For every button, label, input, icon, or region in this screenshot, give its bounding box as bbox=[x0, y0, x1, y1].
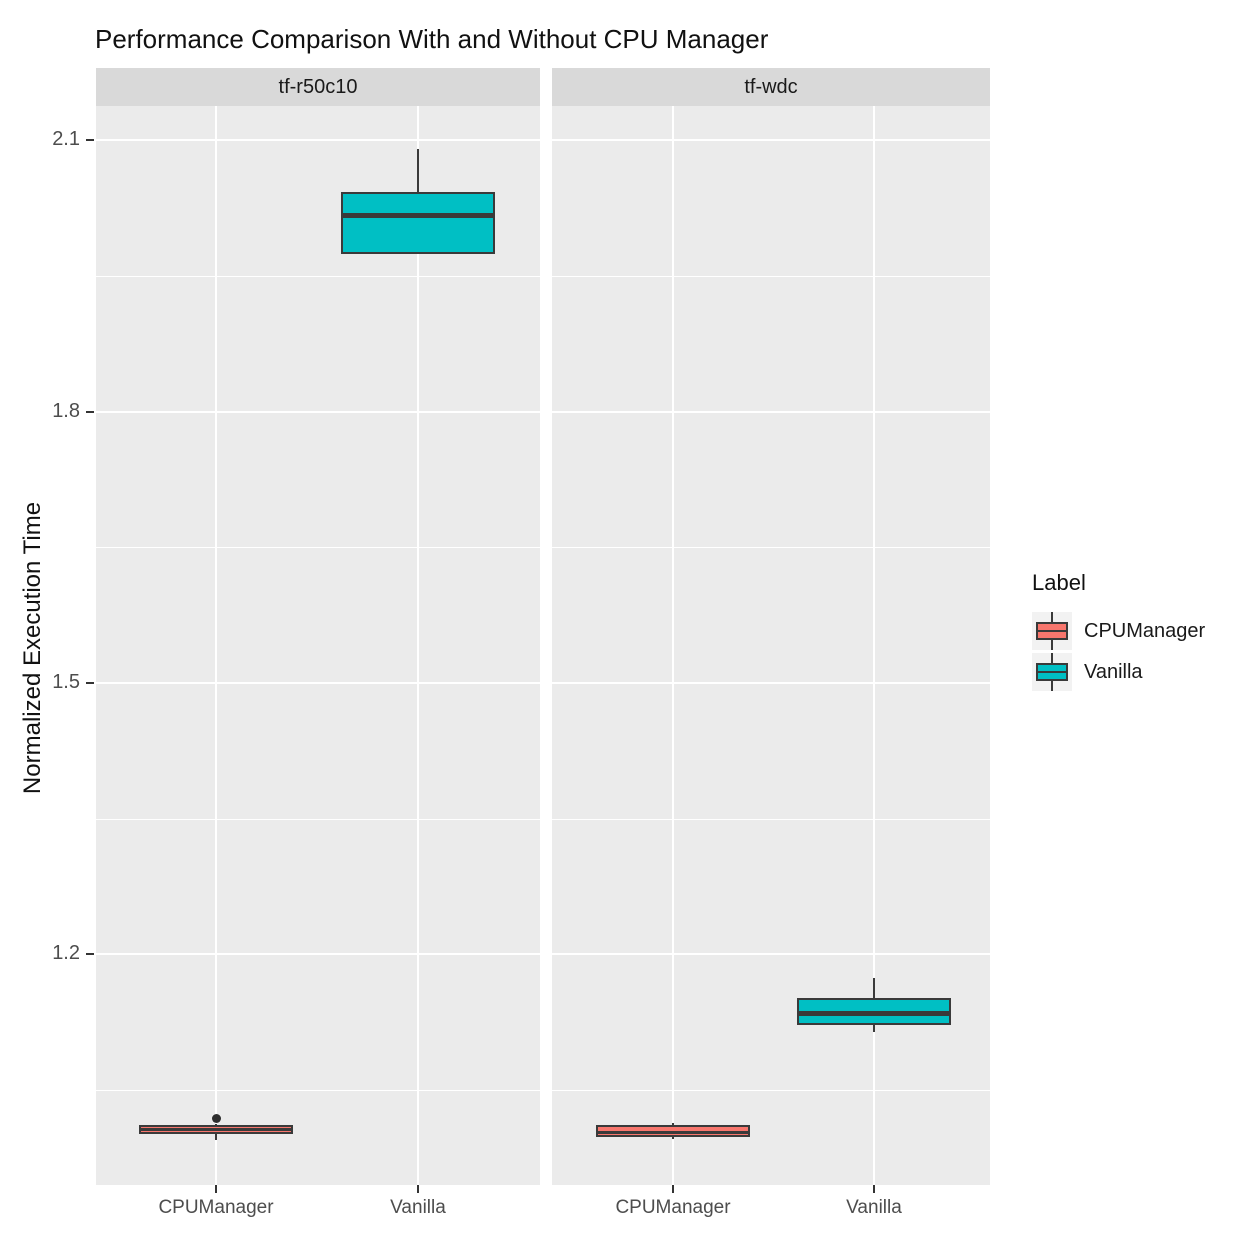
minor-gridline bbox=[96, 1090, 540, 1092]
x-tick-mark bbox=[417, 1185, 419, 1193]
minor-gridline bbox=[96, 547, 540, 549]
lower-whisker bbox=[672, 1137, 674, 1139]
x-tick-label: CPUManager bbox=[615, 1197, 731, 1218]
facet-strip-label: tf-wdc bbox=[744, 75, 798, 98]
major-gridline bbox=[96, 953, 540, 956]
median-line bbox=[598, 1131, 748, 1135]
y-tick-label: 1.2 bbox=[52, 942, 80, 965]
plot-title: Performance Comparison With and Without … bbox=[95, 24, 769, 54]
facet-strip: tf-r50c10 bbox=[96, 68, 540, 106]
major-gridline bbox=[96, 410, 540, 413]
median-line bbox=[141, 1128, 291, 1132]
category-gridline bbox=[417, 106, 419, 1185]
y-tick-label: 1.5 bbox=[52, 671, 80, 694]
y-tick-mark bbox=[86, 410, 94, 413]
y-tick-label: 2.1 bbox=[52, 128, 80, 151]
legend-entry-label: Vanilla bbox=[1084, 660, 1143, 683]
x-tick-mark bbox=[215, 1185, 217, 1193]
major-gridline bbox=[96, 682, 540, 685]
category-gridline bbox=[672, 106, 674, 1185]
lower-whisker bbox=[873, 1024, 875, 1033]
median-line bbox=[343, 212, 493, 218]
outlier-point bbox=[211, 1114, 221, 1124]
y-tick-mark bbox=[86, 682, 94, 685]
legend-key-median-icon bbox=[1036, 671, 1068, 673]
upper-whisker bbox=[873, 977, 875, 998]
legend-key bbox=[1032, 612, 1072, 650]
legend-key-median-icon bbox=[1036, 630, 1068, 632]
minor-gridline bbox=[96, 818, 540, 820]
major-gridline bbox=[552, 139, 990, 142]
legend-entries: CPUManager Vanilla bbox=[1032, 612, 1205, 691]
median-line bbox=[799, 1010, 949, 1016]
major-gridline bbox=[96, 139, 540, 142]
legend-entry-label: CPUManager bbox=[1084, 619, 1206, 642]
y-tick-mark bbox=[86, 139, 94, 142]
panel bbox=[96, 106, 540, 1185]
category-gridline bbox=[215, 106, 217, 1185]
category-gridline bbox=[873, 106, 875, 1185]
y-tick-label: 1.8 bbox=[52, 399, 80, 422]
legend-entry: CPUManager bbox=[1032, 612, 1205, 650]
y-axis-title: Normalized Execution Time bbox=[19, 501, 46, 795]
upper-whisker bbox=[417, 149, 419, 192]
x-tick-mark bbox=[672, 1185, 674, 1193]
facet-strip-label: tf-r50c10 bbox=[278, 75, 358, 98]
major-gridline bbox=[552, 410, 990, 413]
legend: Label CPUManager Vanilla bbox=[1032, 570, 1205, 694]
lower-whisker bbox=[215, 1134, 217, 1140]
minor-gridline bbox=[552, 276, 990, 278]
x-tick-label: CPUManager bbox=[158, 1197, 274, 1218]
boxplot-box bbox=[341, 191, 495, 255]
minor-gridline bbox=[552, 818, 990, 820]
facet-strip: tf-wdc bbox=[552, 68, 990, 106]
upper-whisker bbox=[672, 1123, 674, 1126]
upper-whisker bbox=[215, 1124, 217, 1126]
minor-gridline bbox=[552, 547, 990, 549]
major-gridline bbox=[552, 682, 990, 685]
legend-title: Label bbox=[1032, 570, 1086, 595]
minor-gridline bbox=[96, 276, 540, 278]
major-gridline bbox=[552, 953, 990, 956]
x-tick-label: Vanilla bbox=[846, 1197, 902, 1218]
x-tick-label: Vanilla bbox=[390, 1197, 446, 1218]
y-tick-mark bbox=[86, 953, 94, 956]
x-tick-mark bbox=[873, 1185, 875, 1193]
legend-key bbox=[1032, 653, 1072, 691]
legend-entry: Vanilla bbox=[1032, 653, 1205, 691]
minor-gridline bbox=[552, 1090, 990, 1092]
